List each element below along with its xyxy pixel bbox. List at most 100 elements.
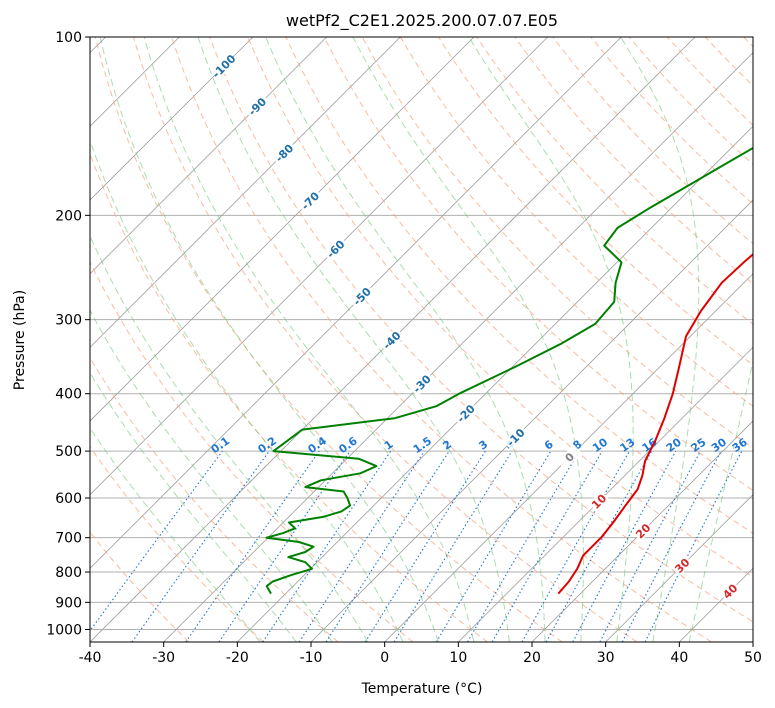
x-tick-label: 20 [523,650,541,666]
dry-adiabat-label-bg [588,490,610,513]
mixing-ratio-label: 36 [730,435,750,455]
y-tick-label: 200 [55,208,82,224]
isotherm-label-bg [244,93,270,120]
moist-adiabat-line [99,37,439,642]
mixing-ratio-line [599,450,701,642]
x-tick-label: 0 [380,650,389,666]
background-lines [90,37,753,642]
y-tick-label: 800 [55,565,82,581]
moist-adiabat-line [90,234,369,642]
dry-adiabat-line [90,152,488,642]
isotherm-label-bg [271,140,298,166]
mixing-ratio-line [644,450,743,642]
x-tick-label: 50 [744,650,762,666]
dry-adiabat-line [94,37,563,642]
isotherm-line [90,37,622,569]
moist-adiabat-line [468,37,634,642]
moist-adiabat-line [90,309,333,642]
dry-adiabat-line [514,37,753,285]
y-tick-label: 900 [55,595,82,611]
isotherm-label-bg [502,424,529,451]
dry-adiabat-label-bg [671,554,693,577]
dry-adiabat-line [743,37,753,48]
y-tick-label: 600 [55,491,82,507]
dry-adiabat-line [209,37,753,623]
mixing-ratio-line [572,450,677,642]
mixing-ratio-line [131,450,270,642]
isotherm-label-bg [453,400,479,427]
isotherm-line [90,37,548,496]
y-tick-label: 500 [55,444,82,460]
y-axis-title: Pressure (hPa) [12,290,28,390]
mixing-ratio-line [185,450,320,642]
mixing-ratio-line [90,450,223,632]
isotherm-label-bg [322,236,349,262]
isotherm-line [605,494,753,642]
dry-adiabat-line [476,37,753,325]
moist-adiabat-line [90,427,261,642]
temperature-profile [557,253,753,595]
isotherm-line [237,125,753,642]
x-tick-label: -10 [300,650,323,666]
plot-frame [89,36,754,643]
mixing-ratio-label: 0.6 [336,434,360,456]
isotherm-label: -100 [210,52,239,81]
dry-adiabat-line [90,260,414,642]
isotherm-line [531,420,753,642]
isotherm-line [384,273,753,642]
isotherm-label-bg [211,53,237,79]
mixing-ratio-label: 0.4 [306,434,330,456]
mixing-ratio-label: 1 [382,438,396,453]
dry-adiabat-label: 20 [633,521,653,541]
isotherm-line [90,37,327,275]
mixing-ratio-label: 2 [440,438,454,453]
dry-adiabat-line [437,37,753,366]
mixing-ratio-line [364,450,486,642]
dry-adiabat-line [90,446,264,642]
mixing-ratio-label: 0.1 [209,434,232,456]
mixing-ratio-line [467,450,580,642]
dry-adiabat-line [90,356,339,642]
dry-adiabat-line [590,37,753,205]
line-labels: 0.10.20.40.611.52346810131620253036-100-… [209,52,750,602]
isotherm-label-bg [297,188,323,214]
x-tick-label: -40 [79,650,102,666]
dewpoint-profile [265,146,753,595]
chart-title: wetPf2_C2E1.2025.200.07.07.E05 [286,11,558,31]
mixing-ratio-line [262,450,392,642]
mixing-ratio-line [393,450,513,642]
x-tick-label: -20 [226,650,249,666]
moist-adiabat-line [620,37,700,642]
x-tick-label: 10 [449,650,467,666]
isotherm-line [458,346,753,642]
y-tick-label: 100 [55,30,82,46]
moist-adiabat-line [265,37,546,642]
isotherm-line [90,37,254,201]
moist-adiabat-line [90,138,404,642]
mixing-ratio-line [218,450,351,642]
mixing-ratio-line [545,450,653,642]
mixing-ratio-label: 30 [709,435,729,455]
moist-adiabat-line [143,37,475,642]
mixing-ratio-line [435,450,552,642]
isotherm-line [90,37,401,348]
x-tick-label: -30 [152,650,175,666]
mixing-ratio-line [325,450,450,642]
y-tick-label: 300 [55,313,82,329]
mixing-ratio-label: 6 [542,438,556,453]
isotherm-label-bg [556,444,583,470]
dry-adiabat-label: 40 [720,581,740,601]
dry-adiabat-label-bg [719,580,741,602]
mixing-ratio-label: 10 [590,435,610,455]
mixing-ratio-label: 25 [689,436,709,455]
y-tick-label: 400 [55,387,82,403]
profiles [265,146,753,595]
dry-adiabat-line [171,37,712,642]
dry-adiabat-label: 30 [672,556,692,576]
moist-adiabat-line [352,37,584,642]
moist-adiabat-line [90,371,297,642]
mixing-ratio-label: 20 [664,435,684,455]
moist-adiabat-line [197,37,510,642]
x-tick-label: 40 [670,650,688,666]
mixing-ratio-label: 3 [477,438,491,453]
